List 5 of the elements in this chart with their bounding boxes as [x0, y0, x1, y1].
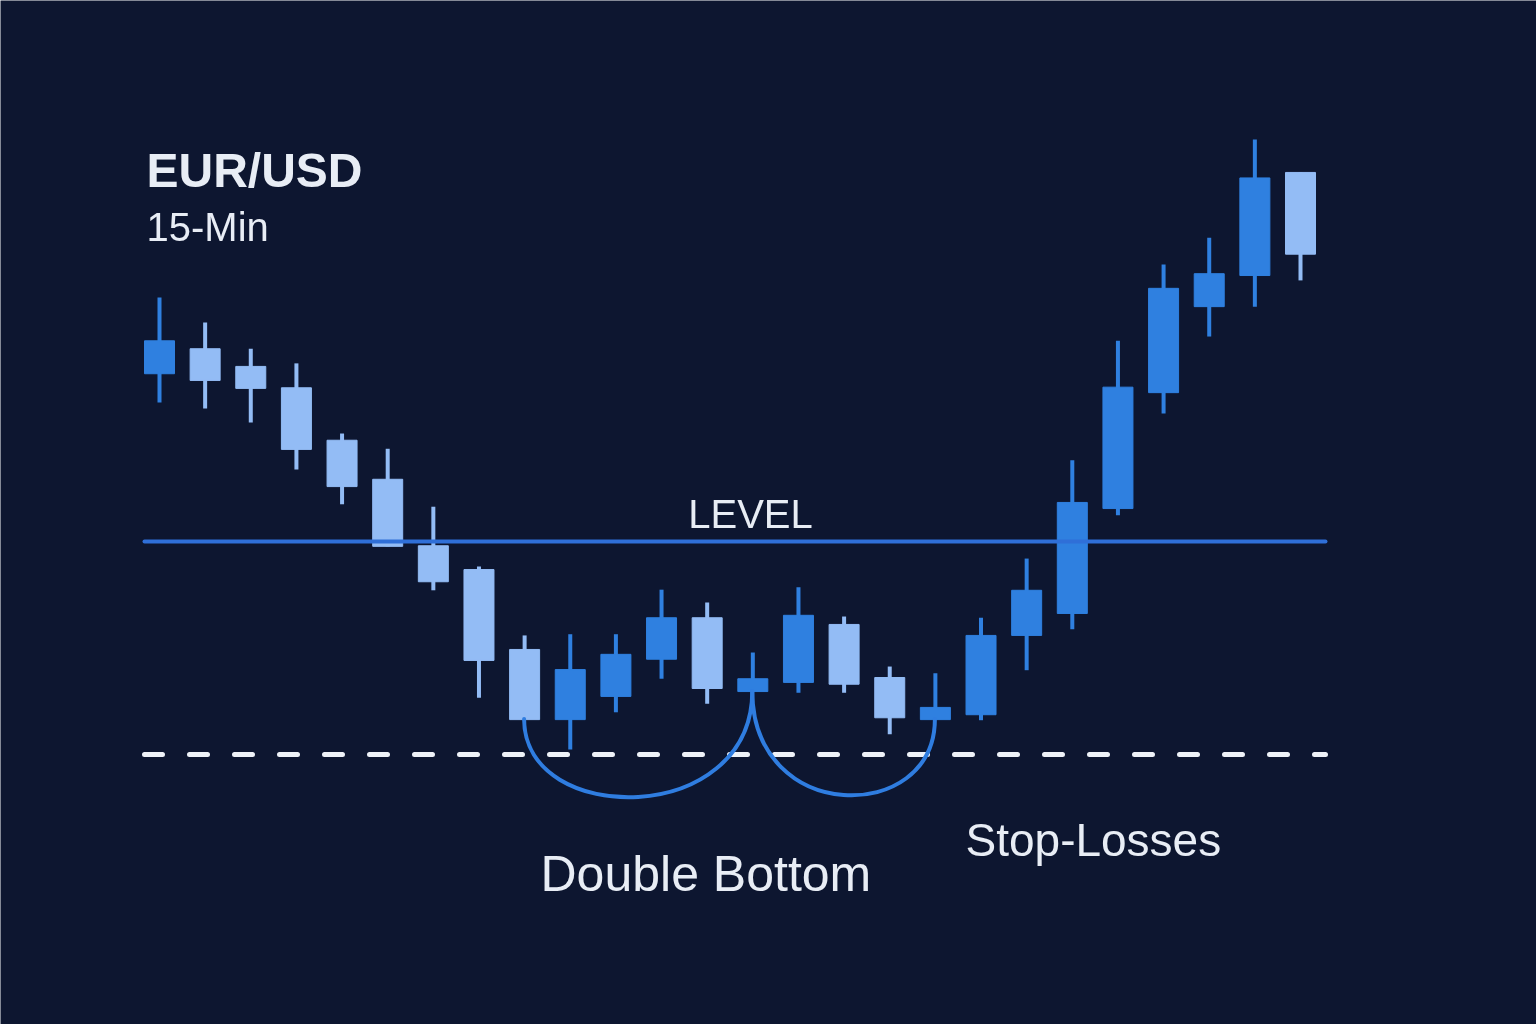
text: Double Bottom: [540, 845, 872, 902]
text: 15-Min: [146, 204, 269, 249]
ref-line-label: Stop-Losses: [965, 814, 1222, 867]
chart-title: EUR/USD: [146, 144, 363, 197]
ref-line-label: LEVEL: [688, 492, 813, 537]
